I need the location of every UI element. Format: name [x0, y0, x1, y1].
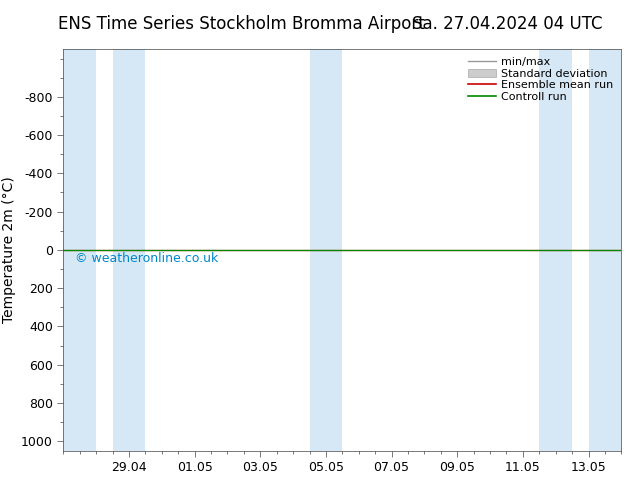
- Bar: [113, 49, 145, 451]
- Bar: [63, 49, 96, 451]
- Bar: [588, 49, 621, 451]
- Y-axis label: Temperature 2m (°C): Temperature 2m (°C): [1, 176, 16, 323]
- Text: Sa. 27.04.2024 04 UTC: Sa. 27.04.2024 04 UTC: [412, 15, 602, 33]
- Bar: [540, 49, 572, 451]
- Text: © weatheronline.co.uk: © weatheronline.co.uk: [75, 252, 218, 265]
- Bar: [309, 49, 342, 451]
- Text: ENS Time Series Stockholm Bromma Airport: ENS Time Series Stockholm Bromma Airport: [58, 15, 424, 33]
- Legend: min/max, Standard deviation, Ensemble mean run, Controll run: min/max, Standard deviation, Ensemble me…: [466, 54, 616, 104]
